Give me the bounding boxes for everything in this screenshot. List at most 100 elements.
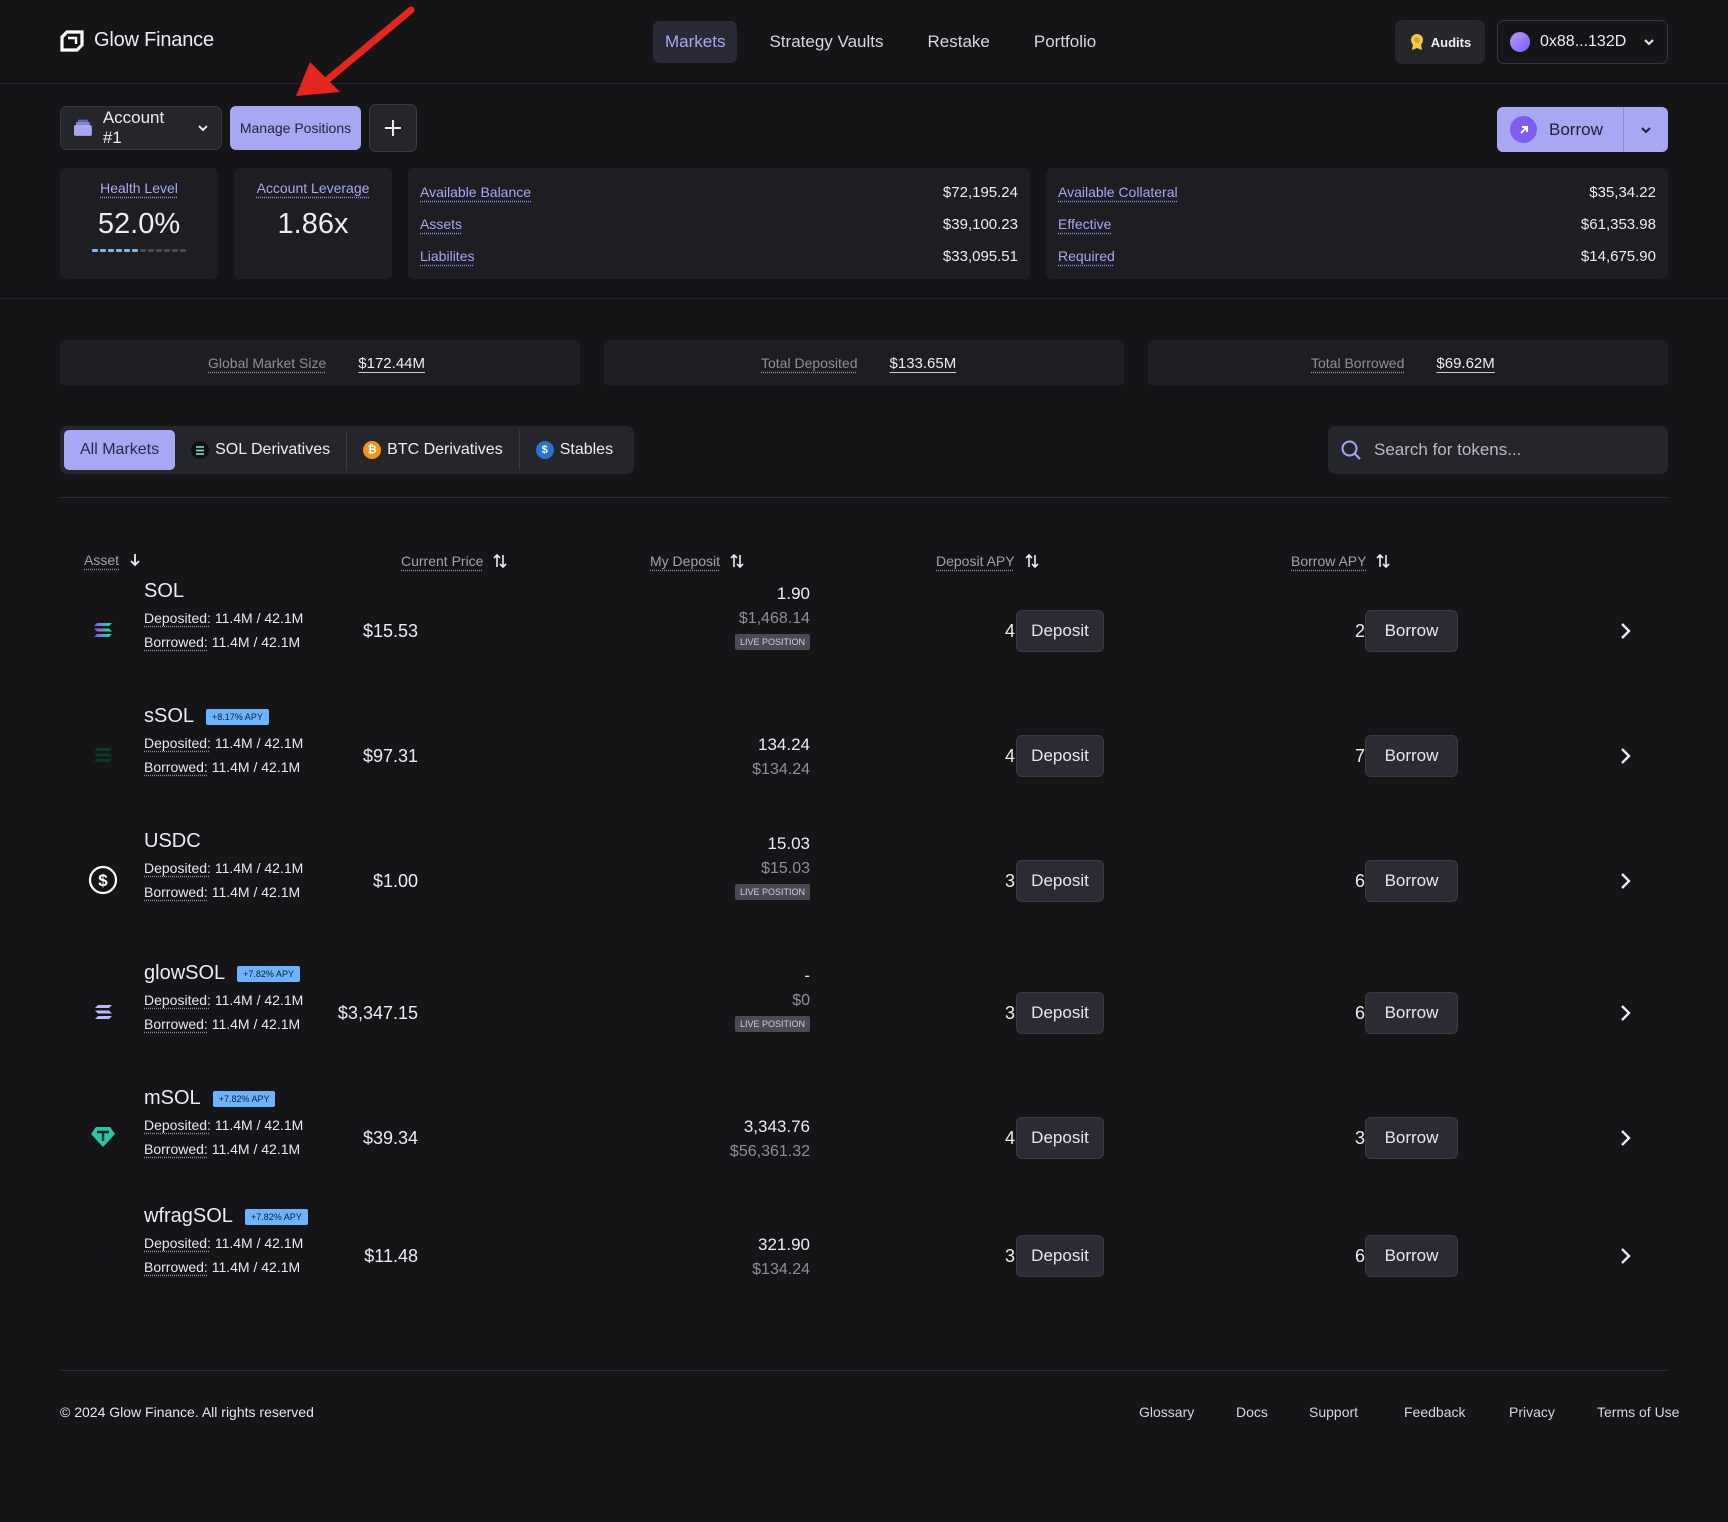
my-deposit-usd: $134.24	[752, 761, 810, 778]
glowsol-icon	[83, 992, 123, 1032]
tab-all-markets[interactable]: All Markets	[64, 430, 176, 470]
chevron-right-icon[interactable]	[1620, 1129, 1632, 1147]
deposited-value: 11.4M / 42.1M	[214, 1117, 304, 1133]
deposit-button[interactable]: Deposit	[1016, 735, 1104, 777]
available-collateral-label: Available Collateral	[1058, 184, 1178, 200]
glow-logo-icon	[60, 29, 84, 52]
market-row-msol[interactable]: mSOL +7.82% APY Deposited: 11.4M / 42.1M Bo…	[60, 1087, 1668, 1187]
column-header-my-deposit[interactable]: My Deposit	[650, 552, 744, 570]
borrow-button[interactable]: Borrow	[1497, 107, 1624, 152]
column-header-price-label: Current Price	[401, 553, 484, 569]
nav-portfolio[interactable]: Portfolio	[1033, 32, 1097, 51]
nav-strategy-vaults[interactable]: Strategy Vaults	[769, 32, 884, 51]
health-level-bar	[60, 249, 218, 252]
chevron-right-icon[interactable]	[1620, 1247, 1632, 1265]
live-position-badge: LIVE POSITION	[734, 1016, 810, 1032]
brand-name: Glow Finance	[94, 29, 214, 51]
available-collateral-value: $35,34.22	[1589, 183, 1656, 201]
footer-link-support[interactable]: Support	[1309, 1404, 1359, 1420]
chevron-right-icon[interactable]	[1620, 1004, 1632, 1022]
market-row-wfragsol[interactable]: wfragSOL +7.82% APY Deposited: 11.4M / 42.…	[60, 1205, 1668, 1305]
total-deposited-stat: Total Deposited $133.65M	[604, 340, 1124, 386]
chevron-right-icon[interactable]	[1620, 747, 1632, 765]
column-header-price[interactable]: Current Price	[401, 552, 508, 570]
svg-text:$: $	[98, 871, 108, 890]
current-price: $3,347.15	[337, 1003, 418, 1023]
deposited-value: 11.4M / 42.1M	[214, 610, 304, 626]
footer-link-feedback[interactable]: Feedback	[1404, 1404, 1466, 1420]
search-input[interactable]: Search for tokens...	[1328, 426, 1668, 474]
borrowed-value: 11.4M / 42.1M	[211, 634, 301, 650]
asset-name: glowSOL	[144, 962, 226, 984]
borrowed-label: Borrowed:	[144, 759, 208, 775]
my-deposit-usd: $1,468.14	[738, 610, 810, 627]
column-header-deposit-apy[interactable]: Deposit APY	[936, 552, 1039, 570]
deposited-label: Deposited:	[144, 992, 211, 1008]
market-row-sol[interactable]: SOL Deposited: 11.4M / 42.1M Borrowed: 11.…	[60, 580, 1668, 680]
column-header-borrow-apy[interactable]: Borrow APY	[1291, 552, 1391, 570]
borrow-button[interactable]: Borrow	[1365, 992, 1458, 1034]
nav-markets[interactable]: Markets	[653, 21, 738, 63]
account-leverage-card: Account Leverage 1.86x	[234, 168, 392, 279]
footer-link-docs[interactable]: Docs	[1236, 1404, 1268, 1420]
borrow-split-button: Borrow	[1497, 107, 1668, 152]
market-row-usdc[interactable]: $ USDC Deposited: 11.4M / 42.1M Borrowed: 1…	[60, 830, 1668, 930]
borrowed-label: Borrowed:	[144, 1016, 208, 1032]
borrow-button[interactable]: Borrow	[1365, 735, 1458, 777]
borrowed-value: 11.4M / 42.1M	[211, 884, 301, 900]
health-bar-segment	[108, 249, 114, 252]
tab-btc-derivatives[interactable]: ₿ BTC Derivatives	[347, 430, 519, 470]
wallet-button[interactable]: 0x88...132D	[1497, 20, 1668, 64]
annotation-arrow	[296, 6, 415, 96]
account-leverage-label: Account Leverage	[256, 180, 370, 196]
account-selector[interactable]: Account #1	[60, 106, 222, 150]
manage-positions-button[interactable]: Manage Positions	[230, 106, 361, 150]
sort-icon	[1025, 553, 1039, 569]
solana-icon	[191, 441, 210, 459]
my-deposit-usd: $56,361.32	[729, 1143, 810, 1160]
footer-link-glossary[interactable]: Glossary	[1139, 1404, 1195, 1420]
health-bar-segment	[124, 249, 130, 252]
chevron-down-icon	[1644, 39, 1654, 46]
deposited-label: Deposited:	[144, 735, 211, 751]
borrow-button[interactable]: Borrow	[1365, 1235, 1458, 1277]
deposit-button[interactable]: Deposit	[1016, 992, 1104, 1034]
tab-sol-derivatives[interactable]: SOL Derivatives	[175, 430, 346, 470]
asset-borrowed: Borrowed: 11.4M / 42.1M	[144, 759, 300, 775]
deposit-button[interactable]: Deposit	[1016, 1117, 1104, 1159]
borrow-button[interactable]: Borrow	[1365, 610, 1458, 652]
column-header-asset[interactable]: Asset	[84, 552, 141, 568]
borrowed-label: Borrowed:	[144, 884, 208, 900]
total-borrowed-stat: Total Borrowed $69.62M	[1148, 340, 1668, 386]
total-borrowed-label: Total Borrowed	[1311, 355, 1405, 371]
health-bar-segment	[132, 249, 138, 252]
deposit-button[interactable]: Deposit	[1016, 1235, 1104, 1277]
chevron-right-icon[interactable]	[1620, 872, 1632, 890]
nav-restake[interactable]: Restake	[927, 32, 990, 51]
deposit-button[interactable]: Deposit	[1016, 860, 1104, 902]
footer-link-terms[interactable]: Terms of Use	[1597, 1404, 1680, 1420]
brand-logo[interactable]: Glow Finance	[60, 29, 214, 52]
market-row-ssol[interactable]: sSOL +8.17% APY Deposited: 11.4M / 42.1M Bo…	[60, 705, 1668, 805]
market-row-glowsol[interactable]: glowSOL +7.82% APY Deposited: 11.4M / 42.1…	[60, 962, 1668, 1062]
award-icon	[1410, 34, 1423, 50]
borrow-button[interactable]: Borrow	[1365, 1117, 1458, 1159]
borrow-dropdown-button[interactable]	[1624, 107, 1668, 152]
health-bar-segment	[164, 249, 170, 252]
msol-icon	[83, 1117, 123, 1157]
tab-sol-derivatives-label: SOL Derivatives	[215, 441, 331, 458]
add-account-button[interactable]	[369, 104, 417, 152]
my-deposit-amount: 134.24	[758, 735, 810, 754]
column-header-deposit-apy-label: Deposit APY	[936, 553, 1015, 569]
tab-stables[interactable]: $ Stables	[520, 430, 629, 470]
deposit-button[interactable]: Deposit	[1016, 610, 1104, 652]
borrow-button[interactable]: Borrow	[1365, 860, 1458, 902]
footer-link-privacy[interactable]: Privacy	[1509, 1404, 1555, 1420]
chevron-right-icon[interactable]	[1620, 622, 1632, 640]
wallet-stack-icon	[73, 119, 92, 136]
borrowed-label: Borrowed:	[144, 634, 208, 650]
tab-all-markets-label: All Markets	[80, 441, 160, 458]
audits-button[interactable]: Audits	[1395, 20, 1485, 64]
footer-copyright: © 2024 Glow Finance. All rights reserved	[60, 1404, 314, 1420]
asset-name-group: wfragSOL +7.82% APY	[144, 1205, 308, 1228]
